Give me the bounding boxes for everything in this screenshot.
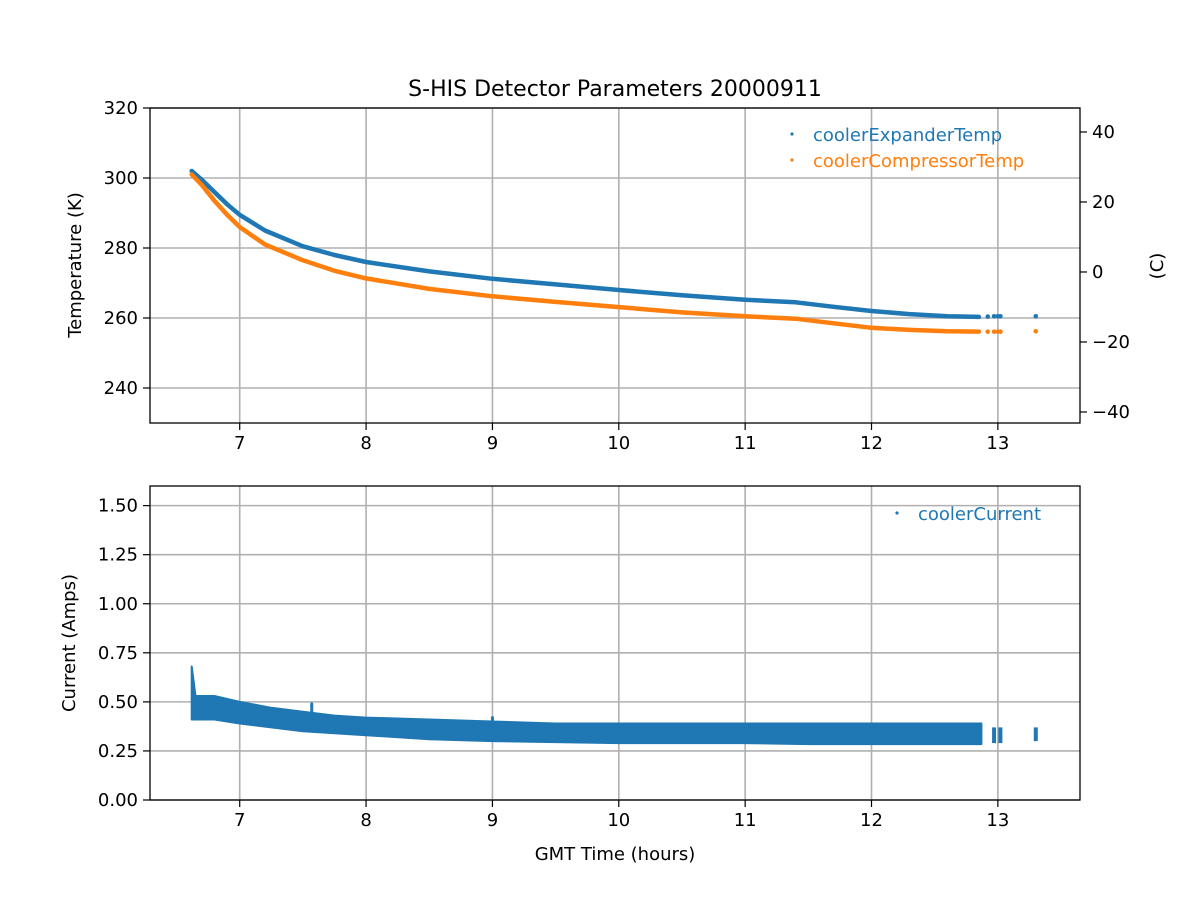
y-tick-label: 1.50 [98,496,138,517]
x-tick-label: 9 [487,810,498,831]
legend-label-expander: coolerExpanderTemp [813,125,1002,146]
x-tick-label: 10 [607,433,630,454]
x-tick-label: 13 [986,810,1009,831]
x-axis-label: GMT Time (hours) [535,844,696,865]
y-tick-label: 1.00 [98,594,138,615]
data-point-coolerCompressorTemp [1033,329,1039,334]
legend-current: coolerCurrent [895,504,1041,525]
grid [150,486,1080,801]
data-point-coolerCompressorTemp [998,329,1003,334]
x-tick-label: 10 [607,810,630,831]
y-right-tick-label: −40 [1092,402,1130,423]
legend-marker-expander [790,132,794,136]
y-right-tick-label: 0 [1092,262,1103,283]
series-coolerExpanderTemp [189,168,982,320]
data-point-coolerExpanderTemp [985,314,991,319]
current-axes: 7 8 9 10 11 12 13 0.00 0.25 0.50 0.75 1.00 1.25 1.50 [98,485,1081,831]
y-axis-label-temperature: Temperature (K) [65,192,86,339]
x-tick-label: 12 [860,810,883,831]
y-right-tick-label: 20 [1092,192,1115,213]
legend-marker-current [895,511,899,515]
x-tick-label: 9 [487,433,498,454]
legend-temperature: coolerExpanderTemp coolerCompressorTemp [790,125,1024,172]
x-tick-label: 7 [234,433,245,454]
y-tick-label: 300 [104,168,138,189]
y-tick-label: 240 [104,378,138,399]
y-tick-label: 260 [104,308,138,329]
legend-label-current: coolerCurrent [918,504,1041,525]
y-right-tick-label: −20 [1092,332,1130,353]
data-point-coolerCompressorTemp [985,329,991,334]
series-coolerCurrent-band [190,665,983,746]
x-tick-label: 8 [360,433,371,454]
y-axis-label-current: Current (Amps) [59,574,80,712]
series-coolerCompressorTemp [189,172,982,334]
legend-marker-compressor [790,158,794,162]
x-tick-label: 11 [734,433,757,454]
axes-frame [149,107,1081,424]
x-tick-label: 13 [986,433,1009,454]
legend-label-compressor: coolerCompressorTemp [813,151,1024,172]
y-tick-label: 1.25 [98,545,138,566]
y-tick-label: 0.25 [98,741,138,762]
x-tick-label: 7 [234,810,245,831]
x-tick-label: 11 [734,810,757,831]
y-tick-label: 280 [104,238,138,259]
x-tick-label: 12 [860,433,883,454]
data-point-coolerExpanderTemp [991,313,997,319]
x-tick-label: 8 [360,810,371,831]
y-tick-label: 0.50 [98,692,138,713]
data-point-coolerExpanderTemp [1033,313,1039,319]
y-axis-label-celsius: (C) [1147,253,1168,280]
y-right-tick-label: 40 [1092,122,1115,143]
chart-title: S-HIS Detector Parameters 20000911 [408,77,822,102]
y-tick-label: 0.00 [98,790,138,811]
axes-frame [149,485,1081,801]
y-tick-label: 320 [104,98,138,119]
y-tick-label: 0.75 [98,643,138,664]
temperature-axes: 7 8 9 10 11 12 13 240 260 280 300 320 −40 −20 0 20 40 [104,98,1130,454]
data-point-coolerExpanderTemp [998,313,1003,319]
data-point-coolerCompressorTemp [991,329,997,334]
